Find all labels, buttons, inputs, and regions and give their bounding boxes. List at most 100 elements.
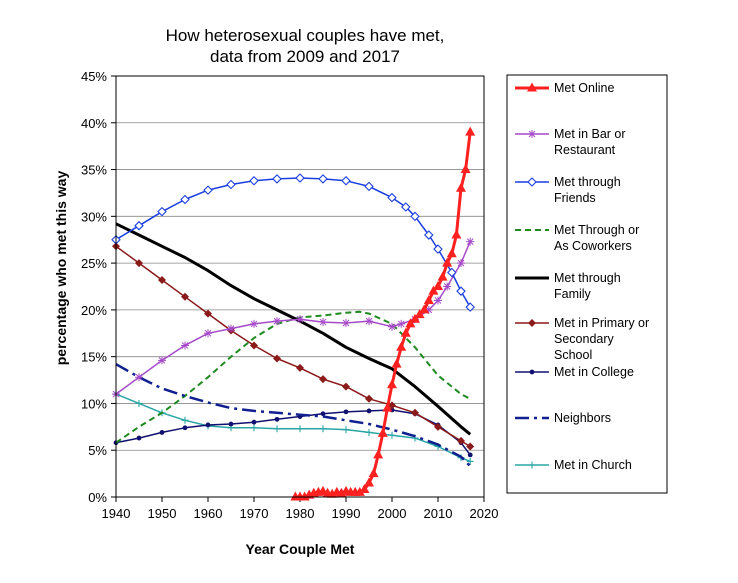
- met-in-primary-or-secondary-school-point: [365, 394, 373, 403]
- met-online-point: [446, 248, 457, 258]
- neighbors-line: [115, 363, 472, 467]
- met-online-point: [428, 285, 439, 295]
- met-in-church-point: [342, 426, 350, 434]
- met-in-bar-or-restaurant-point: [365, 317, 373, 326]
- met-in-bar-or-restaurant-point: [158, 356, 166, 365]
- series-met-online: [290, 126, 476, 501]
- series-met-in-church: [112, 390, 474, 465]
- x-axis-ticks: 1940 1950 1960 1970 1980 1990 2000 2010 2020: [102, 497, 499, 521]
- met-in-college-point: [228, 421, 234, 427]
- met-online-point: [414, 309, 425, 319]
- met-through-friends-point: [180, 194, 190, 205]
- met-through-friends-line: [115, 177, 471, 308]
- met-in-church-point: [250, 424, 258, 432]
- legend: Met Online Met in Bar or Restaurant Met thr…: [506, 74, 668, 494]
- chart-title: How heterosexual couples have met,: [166, 26, 445, 45]
- legend-label: School: [554, 348, 592, 362]
- met-in-bar-or-restaurant-point: [273, 317, 281, 326]
- met-in-bar-or-restaurant-point: [204, 329, 212, 338]
- legend-label: Met through: [554, 271, 621, 285]
- met-in-college-point: [251, 419, 257, 425]
- series-met-through-or-as-coworkers: [115, 310, 471, 444]
- legend-met-in-church-point: [528, 461, 536, 469]
- met-in-college-point: [136, 435, 142, 441]
- chart-subtitle: data from 2009 and 2017: [210, 47, 400, 66]
- met-in-bar-or-restaurant-point: [388, 322, 396, 331]
- legend-item-neighbors: Neighbors: [515, 411, 611, 425]
- met-in-college-point: [205, 422, 211, 428]
- met-online-point: [419, 304, 430, 314]
- gridlines: [116, 122, 484, 451]
- met-in-primary-or-secondary-school-point: [457, 436, 465, 445]
- met-online-point: [359, 484, 370, 494]
- met-in-primary-or-secondary-school-point: [250, 341, 258, 350]
- legend-box: [506, 74, 668, 494]
- y-tick-label: 35%: [81, 163, 107, 178]
- legend-label: Met in Primary or: [554, 316, 649, 330]
- x-tick-label: 1950: [148, 506, 177, 521]
- met-in-church-point: [319, 425, 327, 433]
- met-online-point: [437, 271, 448, 281]
- met-in-bar-or-restaurant-point: [466, 237, 475, 246]
- met-in-bar-or-restaurant-point: [434, 296, 442, 305]
- met-online-point: [410, 313, 420, 323]
- met-in-bar-or-restaurant-point: [227, 324, 235, 333]
- met-online-point: [405, 318, 416, 328]
- met-through-friends-point: [295, 173, 305, 183]
- met-in-church-point: [388, 431, 396, 439]
- met-in-college-point: [320, 411, 326, 417]
- met-through-family-line: [115, 222, 472, 436]
- met-online-point: [391, 358, 402, 368]
- met-in-church-point: [135, 399, 143, 407]
- legend-label: Met Online: [554, 81, 614, 95]
- legend-met-in-college-point: [529, 369, 535, 375]
- met-in-primary-or-secondary-school-point: [342, 382, 350, 391]
- x-tick-label: 1960: [194, 506, 223, 521]
- met-online-point: [442, 257, 453, 267]
- met-online-point: [423, 295, 434, 305]
- y-tick-label: 20%: [81, 303, 107, 318]
- met-online-point: [368, 468, 379, 478]
- y-tick-label: 5%: [88, 443, 107, 458]
- met-through-friends-point: [465, 302, 475, 312]
- met-in-college-point: [366, 408, 372, 414]
- met-through-friends-point: [341, 176, 351, 186]
- met-in-bar-or-restaurant-point: [457, 259, 465, 268]
- y-tick-label: 15%: [81, 350, 107, 365]
- legend-met-online-point: [527, 82, 537, 92]
- met-in-primary-or-secondary-school-point: [273, 354, 281, 363]
- legend-item-met-in-church: Met in Church: [515, 458, 632, 472]
- met-through-friends-point: [226, 179, 236, 190]
- legend-label: Met in College: [554, 365, 634, 379]
- legend-item-met-in-bar-or-restaurant: Met in Bar or Restaurant: [515, 127, 626, 157]
- met-in-bar-or-restaurant-point: [319, 318, 327, 327]
- met-in-primary-or-secondary-school-point: [319, 375, 327, 384]
- x-tick-label: 1980: [286, 506, 315, 521]
- met-in-bar-or-restaurant-point: [250, 319, 258, 328]
- met-online-point: [354, 486, 365, 496]
- met-in-church-point: [296, 425, 304, 433]
- series-met-in-bar-or-restaurant: [112, 237, 475, 399]
- series-met-in-primary-or-secondary-school: [112, 242, 475, 451]
- met-in-bar-or-restaurant-point: [397, 319, 406, 328]
- met-through-friends-point: [134, 220, 144, 231]
- x-tick-label: 2020: [470, 506, 499, 521]
- x-axis-label: Year Couple Met: [246, 541, 355, 557]
- legend-item-met-through-family: Met through Family: [515, 271, 621, 301]
- y-tick-label: 10%: [81, 396, 107, 411]
- met-through-friends-point: [272, 174, 282, 184]
- met-through-friends-point: [433, 244, 443, 254]
- legend-item-met-online: Met Online: [515, 81, 614, 95]
- plot-frame: [115, 75, 485, 498]
- x-tick-label: 1990: [332, 506, 361, 521]
- legend-met-through-friends-point: [527, 177, 537, 187]
- met-in-bar-or-restaurant-point: [342, 318, 350, 327]
- met-online-point: [400, 327, 411, 337]
- met-online-line: [295, 131, 472, 499]
- met-in-primary-or-secondary-school-point: [466, 442, 475, 451]
- met-through-friends-point: [364, 181, 374, 192]
- met-online-point: [456, 182, 466, 192]
- met-through-friends-point: [387, 192, 397, 203]
- legend-label: Met in Bar or: [554, 127, 626, 141]
